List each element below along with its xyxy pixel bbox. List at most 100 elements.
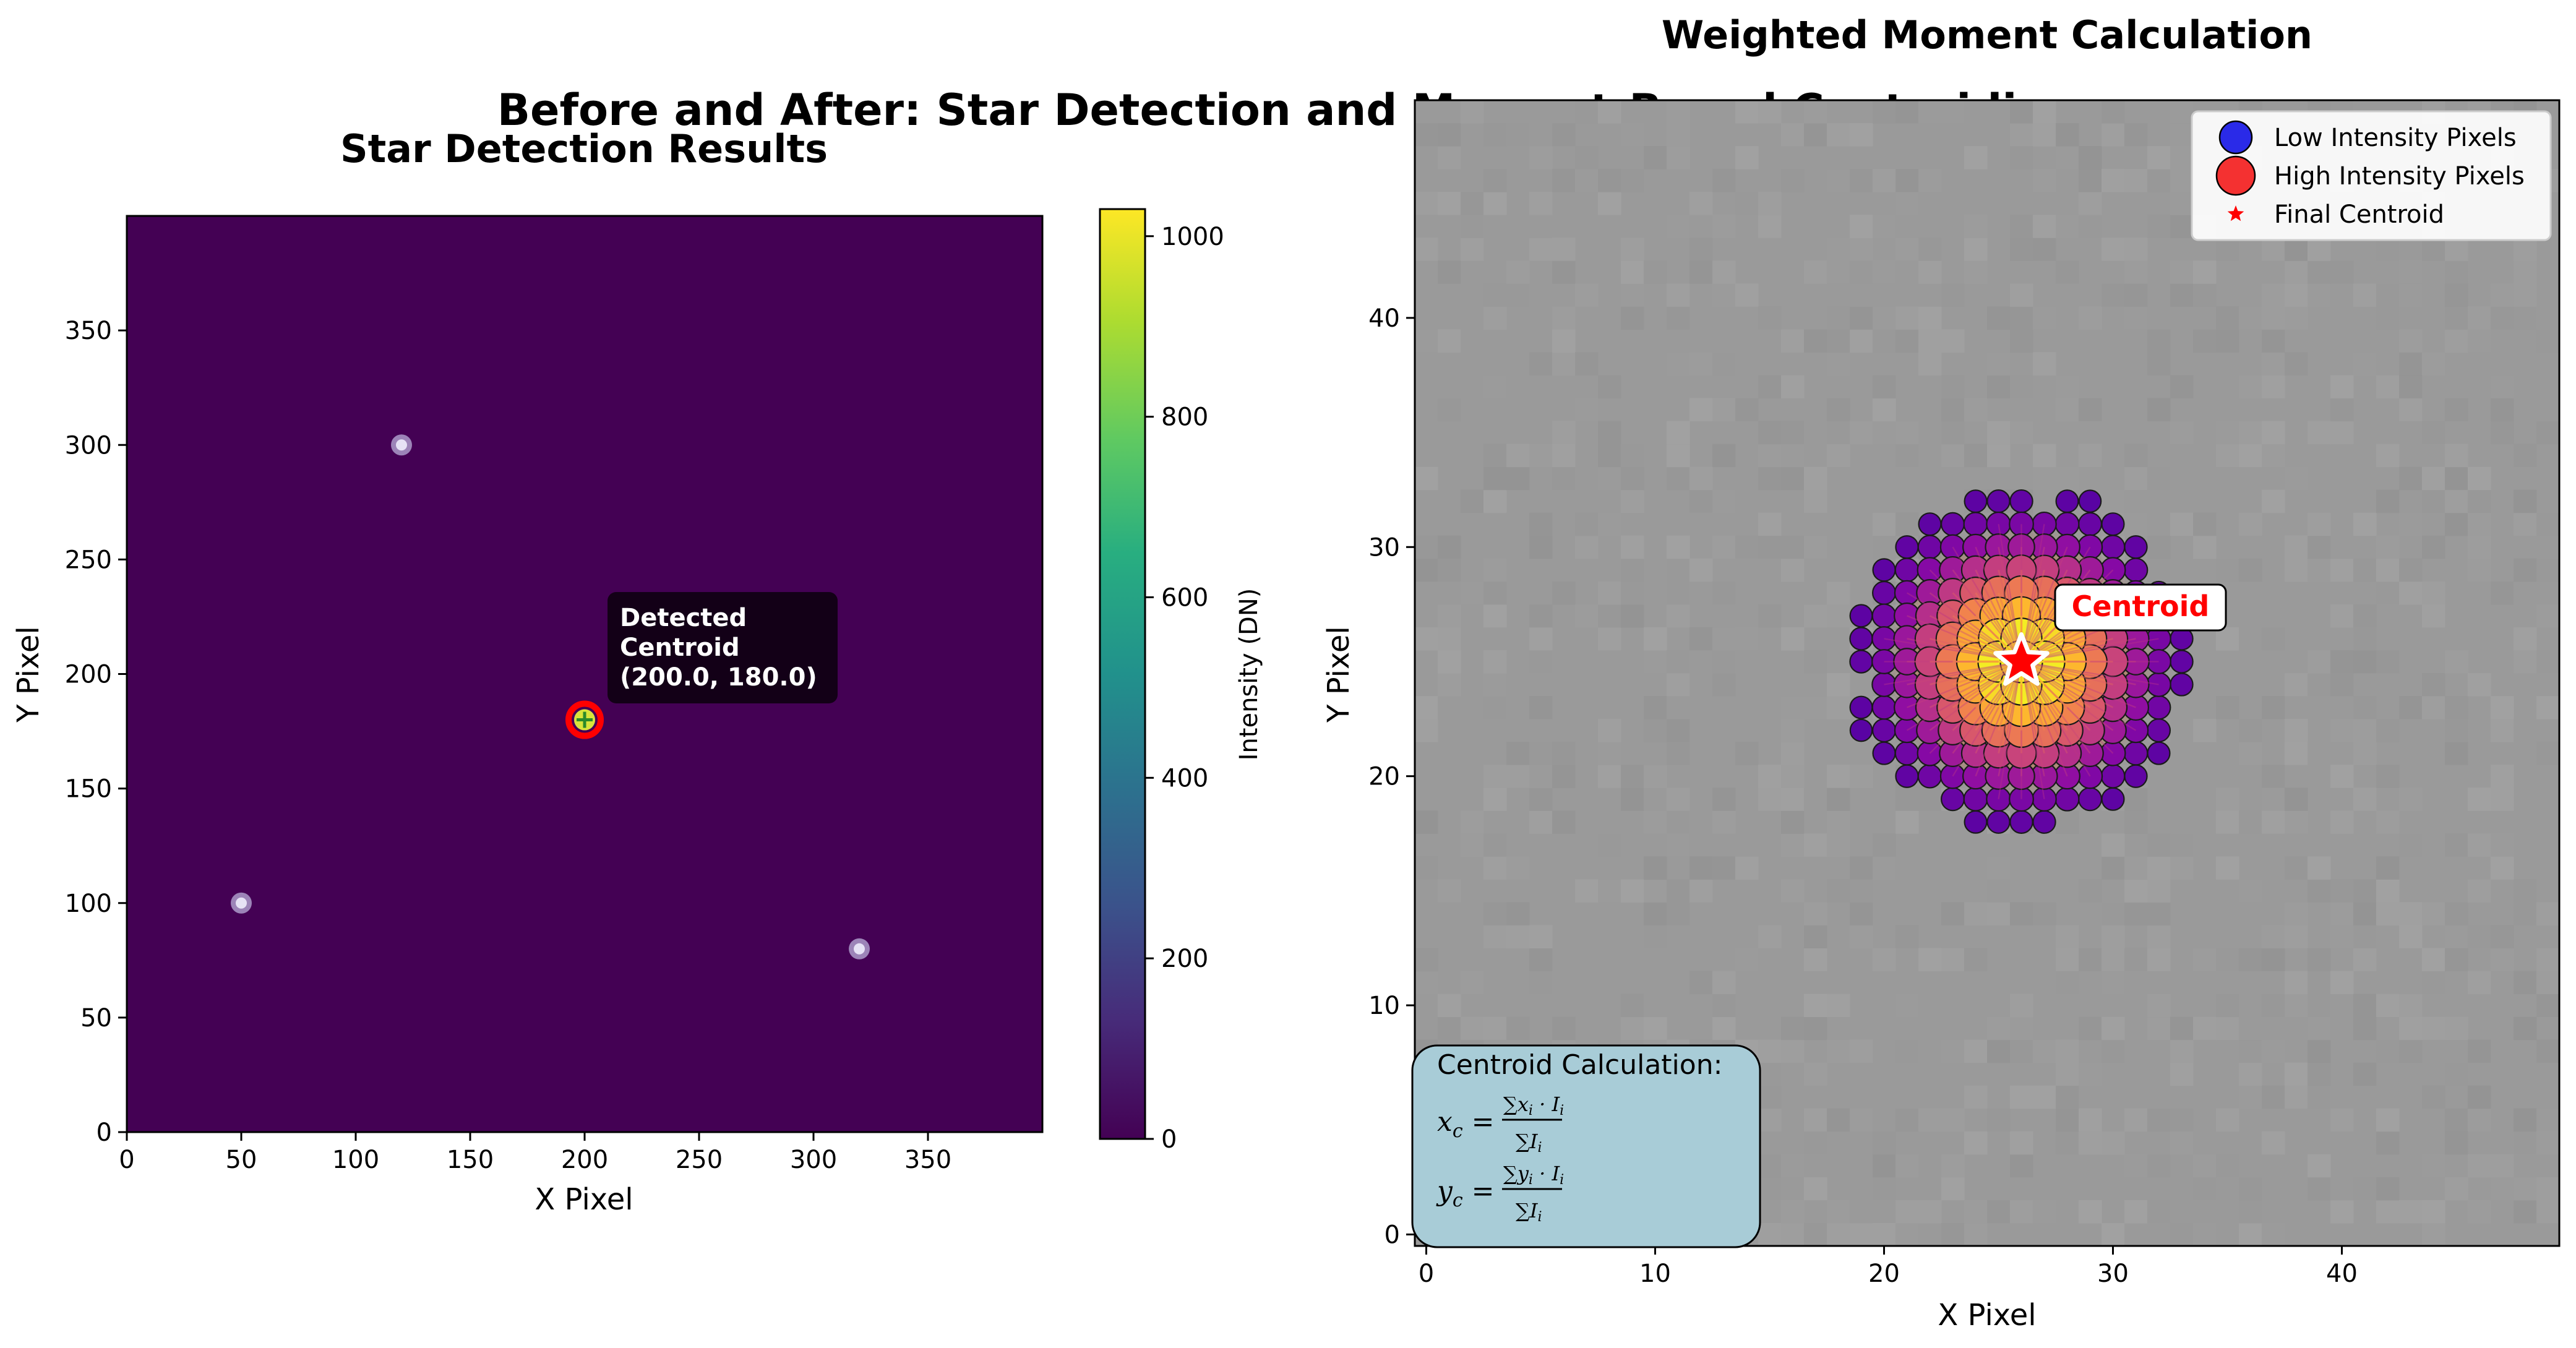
background-cell (1827, 329, 1850, 353)
background-cell (2170, 421, 2194, 445)
intensity-pixel (1964, 810, 1988, 834)
background-cell (1781, 1039, 1805, 1063)
background-cell (2445, 833, 2468, 857)
intensity-pixel (1849, 718, 1873, 742)
background-cell (1712, 444, 1736, 468)
background-cell (1941, 948, 1965, 972)
right-title: Weighted Moment Calculation (1662, 12, 2312, 58)
background-cell (1667, 902, 1690, 925)
background-cell (2033, 1085, 2056, 1109)
background-cell (1689, 489, 1713, 513)
right-xtick-label-40: 40 (2326, 1260, 2358, 1288)
colorbar-tick-label-800: 800 (1161, 403, 1208, 432)
background-cell (2399, 1039, 2423, 1063)
background-cell (2353, 1062, 2377, 1086)
background-cell (1415, 192, 1438, 215)
annotation-line-1: Detected (620, 604, 747, 632)
left-xtick-label-250: 250 (676, 1146, 723, 1174)
intensity-pixel (1894, 717, 1920, 744)
left-xtick-label-100: 100 (332, 1146, 379, 1174)
background-cell (2514, 283, 2537, 307)
intensity-pixel (2054, 786, 2080, 812)
background-cell (2216, 1108, 2239, 1132)
background-cell (1689, 466, 1713, 491)
background-cell (2330, 1200, 2354, 1224)
intensity-pixel (1918, 512, 1942, 536)
background-cell (2445, 1108, 2468, 1132)
moment-line (2021, 661, 2159, 685)
background-cell (2079, 1016, 2102, 1041)
background-cell (1850, 1039, 1873, 1063)
formula-heading: Centroid Calculation: (1437, 1049, 1722, 1081)
background-cell (2285, 1062, 2308, 1086)
left-xtick-label-50: 50 (226, 1146, 257, 1174)
background-cell (2010, 1200, 2033, 1224)
background-cell (1598, 192, 1621, 215)
background-cell (2079, 192, 2102, 215)
background-cell (2056, 260, 2079, 284)
background-cell (2239, 421, 2262, 445)
background-cell (2399, 971, 2423, 995)
background-cell (1758, 925, 1782, 948)
formula-yc-symbol: y (1436, 1175, 1453, 1207)
background-cell (2170, 146, 2194, 170)
background-cell (2308, 558, 2331, 582)
background-cell (1896, 810, 1919, 834)
background-cell (2033, 215, 2056, 238)
background-cell (1598, 765, 1621, 788)
background-cell (1781, 833, 1805, 857)
background-cell (1438, 123, 1461, 147)
background-cell (1758, 535, 1782, 559)
background-cell (2445, 925, 2468, 948)
background-cell (2514, 650, 2537, 674)
svg-text:∑Ii: ∑Ii (1516, 1130, 1542, 1156)
moment-line (1952, 569, 2022, 663)
background-cell (1827, 260, 1850, 284)
moment-line (1907, 661, 2022, 685)
background-cell (2193, 742, 2217, 765)
background-cell (1461, 581, 1484, 605)
background-cell (1712, 604, 1736, 628)
background-cell (2056, 215, 2079, 238)
background-cell (1804, 604, 1827, 628)
background-cell (1506, 902, 1530, 925)
background-cell (1873, 1222, 1896, 1247)
background-cell (2056, 123, 2079, 147)
background-cell (2056, 833, 2079, 857)
background-cell (1735, 833, 1759, 857)
intensity-pixel (2101, 787, 2125, 811)
background-cell (1667, 558, 1690, 582)
background-cell (1483, 696, 1507, 719)
background-cell (2536, 375, 2560, 399)
background-cell (1758, 306, 1782, 330)
background-cell (2330, 1177, 2354, 1201)
background-cell (2536, 1200, 2560, 1224)
background-cell (2491, 398, 2514, 422)
background-cell (1758, 1085, 1782, 1109)
background-cell (1552, 1016, 1576, 1041)
background-cell (1827, 558, 1850, 582)
background-cell (2445, 306, 2468, 330)
background-cell (1873, 169, 1896, 192)
background-cell (1483, 489, 1507, 513)
background-cell (1964, 215, 1988, 238)
background-cell (1827, 673, 1850, 697)
svg-text:∑xi · Ii: ∑xi · Ii (1503, 1093, 1564, 1118)
formula-yc: yc = ∑yi · Ii ∑Ii (1436, 1162, 1564, 1225)
background-cell (1873, 375, 1896, 399)
background-cell (2056, 971, 2079, 995)
right-plot-frame (1414, 99, 2561, 1247)
background-cell (2193, 719, 2217, 742)
background-cell (1827, 1200, 1850, 1224)
background-cell (2124, 1154, 2148, 1178)
intensity-pixel (1941, 512, 1965, 536)
intensity-pixel (1849, 650, 1873, 674)
background-cell (2079, 879, 2102, 903)
background-cell (1552, 444, 1576, 468)
intensity-pixel (1849, 695, 1873, 719)
background-cell (2353, 650, 2377, 674)
background-cell (2491, 833, 2514, 857)
background-cell (1804, 650, 1827, 674)
background-cell (1621, 444, 1644, 468)
moment-line (1906, 592, 2022, 663)
